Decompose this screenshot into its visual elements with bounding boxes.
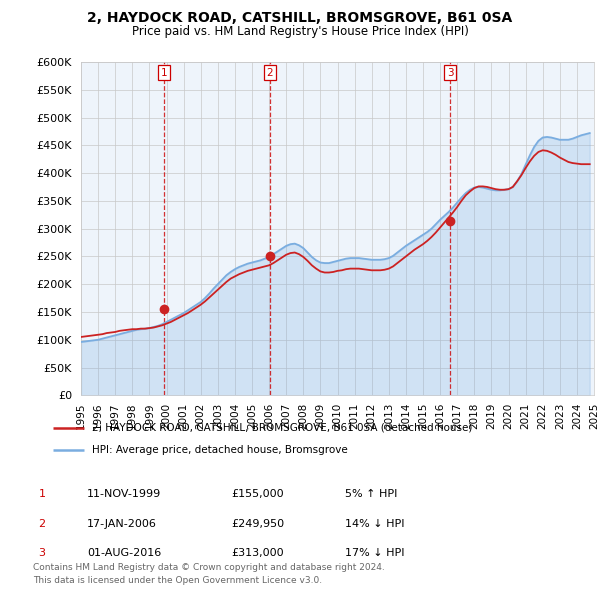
Text: 2, HAYDOCK ROAD, CATSHILL, BROMSGROVE, B61 0SA: 2, HAYDOCK ROAD, CATSHILL, BROMSGROVE, B… — [88, 11, 512, 25]
Text: 11-NOV-1999: 11-NOV-1999 — [87, 490, 161, 499]
Text: Contains HM Land Registry data © Crown copyright and database right 2024.: Contains HM Land Registry data © Crown c… — [33, 563, 385, 572]
Text: £313,000: £313,000 — [231, 549, 284, 558]
Text: 3: 3 — [38, 549, 46, 558]
Text: 1: 1 — [38, 490, 46, 499]
Text: £155,000: £155,000 — [231, 490, 284, 499]
Text: 1: 1 — [161, 67, 167, 77]
Text: 17% ↓ HPI: 17% ↓ HPI — [345, 549, 404, 558]
Text: 17-JAN-2006: 17-JAN-2006 — [87, 519, 157, 529]
Text: HPI: Average price, detached house, Bromsgrove: HPI: Average price, detached house, Brom… — [92, 445, 348, 455]
Text: 14% ↓ HPI: 14% ↓ HPI — [345, 519, 404, 529]
Text: Price paid vs. HM Land Registry's House Price Index (HPI): Price paid vs. HM Land Registry's House … — [131, 25, 469, 38]
Text: 01-AUG-2016: 01-AUG-2016 — [87, 549, 161, 558]
Text: 2, HAYDOCK ROAD, CATSHILL, BROMSGROVE, B61 0SA (detached house): 2, HAYDOCK ROAD, CATSHILL, BROMSGROVE, B… — [92, 423, 473, 433]
Text: This data is licensed under the Open Government Licence v3.0.: This data is licensed under the Open Gov… — [33, 576, 322, 585]
Text: 5% ↑ HPI: 5% ↑ HPI — [345, 490, 397, 499]
Text: 2: 2 — [38, 519, 46, 529]
Text: 2: 2 — [266, 67, 273, 77]
Text: £249,950: £249,950 — [231, 519, 284, 529]
Text: 3: 3 — [447, 67, 454, 77]
